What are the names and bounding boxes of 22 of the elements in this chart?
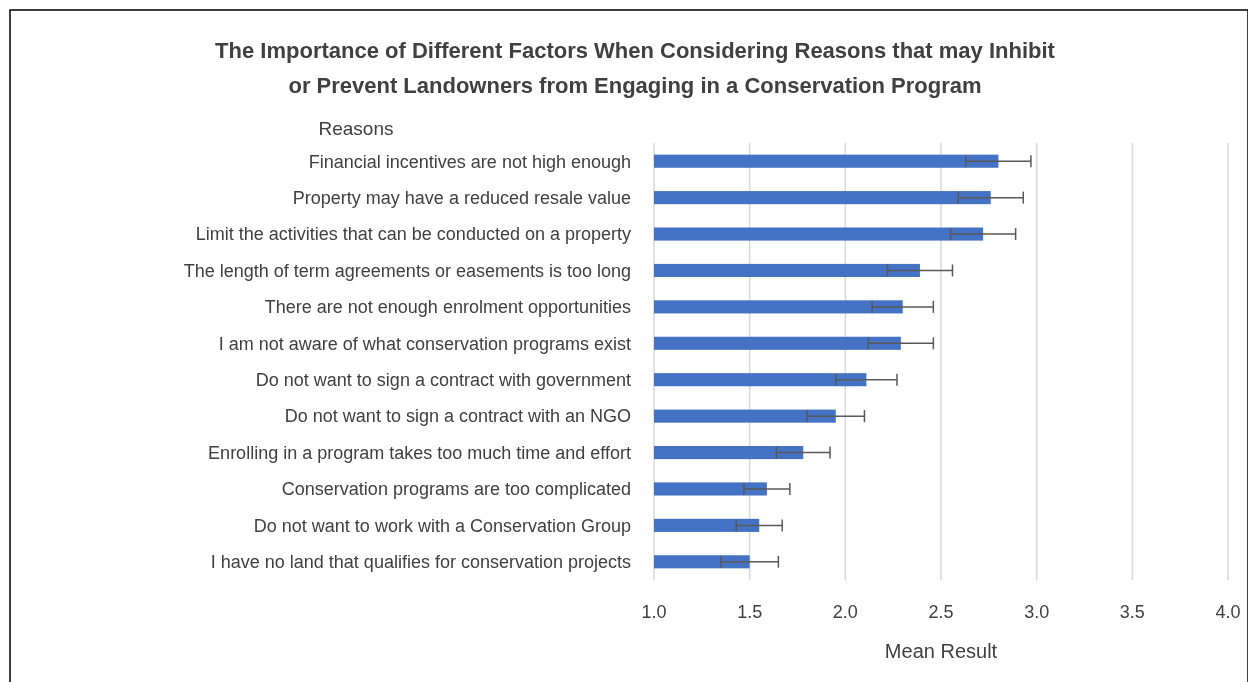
y-tick-label: I have no land that qualifies for conservation projects <box>210 552 631 573</box>
y-tick-label: Do not want to work with a Conservation Group <box>253 515 631 536</box>
x-tick-label: 4.0 <box>1215 602 1241 622</box>
y-tick-label: Limit the activities that can be conducted on a property <box>195 224 631 245</box>
y-tick-label: Financial incentives are not high enough <box>308 151 631 172</box>
x-tick-label: 1.0 <box>641 602 667 622</box>
x-tick-label: 3.5 <box>1119 602 1145 622</box>
y-axis-title: Reasons <box>318 118 394 139</box>
y-tick-label: Do not want to sign a contract with government <box>255 370 631 391</box>
y-tick-label: Do not want to sign a contract with an NGO <box>284 406 631 427</box>
y-tick-label: Enrolling in a program takes too much time and effort <box>208 442 631 463</box>
y-tick-label: I am not aware of what conservation programs exist <box>218 333 631 354</box>
y-tick-label: There are not enough enrolment opportunities <box>264 297 631 318</box>
x-tick-label: 2.0 <box>832 602 858 622</box>
chart-title: The Importance of Different Factors When Considering Reasons that may Inhibit or Prevent Landowners from Engaging in a Conservation Program <box>215 38 1056 98</box>
y-tick-label: Conservation programs are too complicated <box>281 479 631 500</box>
x-tick-label: 1.5 <box>737 602 763 622</box>
x-tick-label: 3.0 <box>1024 602 1050 622</box>
y-tick-label: The length of term agreements or easements is too long <box>183 260 631 281</box>
x-tick-label: 2.5 <box>928 602 954 622</box>
x-axis-title: Mean Result <box>884 640 998 662</box>
y-tick-label: Property may have a reduced resale value <box>292 187 631 208</box>
